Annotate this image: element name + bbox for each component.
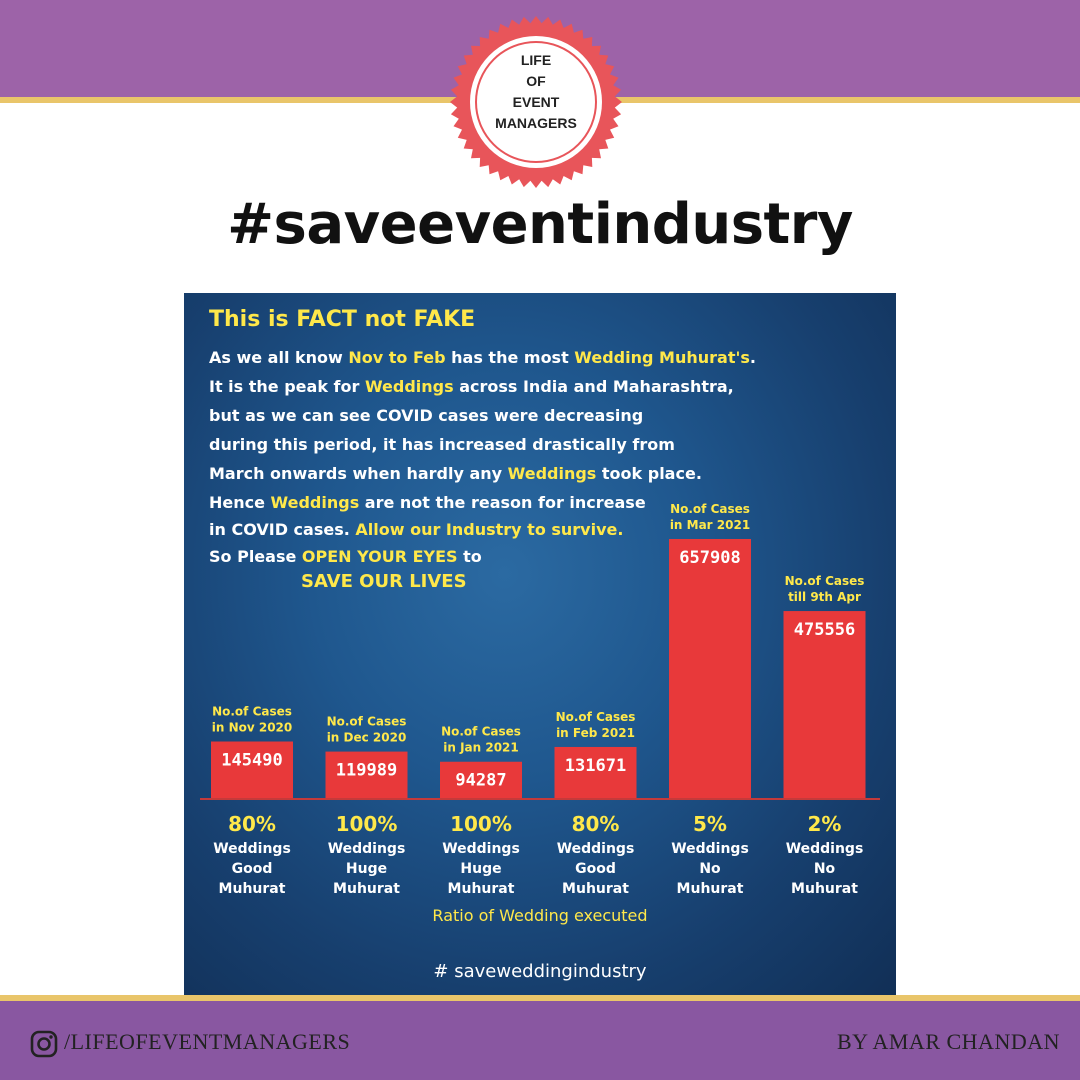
logo-line: LIFE bbox=[520, 52, 552, 68]
highlighted-text: Allow our Industry to survive. bbox=[355, 520, 624, 539]
wedding-ratio-label: 100% bbox=[450, 812, 512, 836]
poster-save-text: SAVE OUR LIVES bbox=[301, 571, 467, 592]
wedding-desc-label: Weddings bbox=[213, 841, 291, 857]
wedding-desc-label: Huge bbox=[346, 861, 387, 877]
body-text: March onwards when hardly any bbox=[209, 464, 508, 483]
bar-category-label: in Feb 2021 bbox=[556, 726, 635, 740]
logo-text: LIFE OF EVENT MANAGERS bbox=[488, 50, 584, 134]
logo-badge bbox=[450, 16, 622, 188]
body-text: are not the reason for increase bbox=[359, 493, 646, 512]
cases-bar-chart: 145490 No.of Cases in Nov 2020 80% Weddings G… bbox=[200, 502, 880, 925]
body-text: Hence bbox=[209, 493, 271, 512]
wedding-desc-label: Muhurat bbox=[448, 881, 515, 897]
wedding-desc-label: Huge bbox=[460, 861, 501, 877]
body-text: It is the peak for bbox=[209, 377, 365, 396]
paragraph-2-line: Hence Weddings are not the reason for in… bbox=[209, 489, 679, 516]
body-text: has the most bbox=[445, 348, 575, 367]
bar-category-label: No.of Cases bbox=[327, 715, 407, 729]
bar-category-label: No.of Cases bbox=[212, 705, 292, 719]
wedding-desc-label: No bbox=[814, 861, 836, 877]
poster-paragraph-2: Hence Weddings are not the reason for in… bbox=[209, 489, 679, 570]
bar bbox=[325, 751, 408, 799]
logo-seal-icon bbox=[450, 16, 622, 188]
wedding-desc-label: Muhurat bbox=[333, 881, 400, 897]
wedding-ratio-label: 80% bbox=[228, 812, 276, 836]
wedding-desc-label: Muhurat bbox=[677, 881, 744, 897]
poster-paragraph-1: As we all know Nov to Feb has the most W… bbox=[209, 343, 889, 488]
body-text: in COVID cases. bbox=[209, 520, 356, 539]
bar bbox=[211, 741, 293, 799]
bottom-banner bbox=[0, 1001, 1080, 1080]
body-text: but as we can see COVID cases were decre… bbox=[209, 406, 644, 425]
logo-line: EVENT bbox=[512, 94, 560, 110]
bar-category-label: in Nov 2020 bbox=[212, 721, 293, 735]
bar-value-label: 119989 bbox=[336, 761, 397, 781]
bar-category-label: No.of Cases bbox=[785, 574, 865, 588]
body-text: took place. bbox=[596, 464, 702, 483]
poster-heading: This is FACT not FAKE bbox=[209, 307, 476, 332]
instagram-handle[interactable]: /LIFEOFEVENTMANAGERS bbox=[64, 1029, 351, 1054]
bar-category-label: No.of Cases bbox=[670, 502, 750, 516]
body-text: to bbox=[457, 547, 482, 566]
bar-category-label: in Jan 2021 bbox=[443, 741, 519, 755]
bar-category-label: till 9th Apr bbox=[788, 590, 861, 604]
byline: BY AMAR CHANDAN bbox=[836, 1029, 1060, 1054]
bar bbox=[783, 611, 866, 799]
wedding-desc-label: Muhurat bbox=[791, 881, 858, 897]
highlighted-text: Weddings bbox=[270, 493, 360, 512]
infographic-poster: This is FACT not FAKE As we all know Nov… bbox=[184, 293, 896, 995]
wedding-desc-label: Weddings bbox=[557, 841, 635, 857]
highlighted-text: Nov to Feb bbox=[348, 348, 446, 367]
paragraph-2-line: in COVID cases. Allow our Industry to su… bbox=[209, 516, 679, 543]
logo-line: OF bbox=[526, 73, 546, 89]
body-text: across India and Maharashtra, bbox=[453, 377, 734, 396]
paragraph-1-line: but as we can see COVID cases were decre… bbox=[209, 401, 889, 430]
paragraph-1-line: It is the peak for Weddings across India… bbox=[209, 372, 889, 401]
wedding-ratio-label: 100% bbox=[336, 812, 398, 836]
bar-category-label: in Dec 2020 bbox=[327, 731, 407, 745]
wedding-desc-label: Good bbox=[232, 861, 273, 877]
paragraph-1-line: March onwards when hardly any Weddings t… bbox=[209, 459, 889, 488]
wedding-ratio-label: 5% bbox=[693, 812, 727, 836]
bar-value-label: 657908 bbox=[679, 548, 740, 568]
wedding-desc-label: Muhurat bbox=[219, 881, 286, 897]
poster-footer-hashtag: # saveweddingindustry bbox=[433, 961, 647, 982]
bar-value-label: 475556 bbox=[794, 620, 855, 640]
bar-value-label: 145490 bbox=[221, 751, 282, 771]
bar-category-label: in Mar 2021 bbox=[670, 518, 750, 532]
body-text: during this period, it has increased dra… bbox=[209, 435, 675, 454]
x-axis-label: Ratio of Wedding executed bbox=[432, 906, 647, 925]
bar-category-label: No.of Cases bbox=[441, 725, 521, 739]
highlighted-text: Wedding Muhurat's bbox=[574, 348, 750, 367]
bar-value-label: 131671 bbox=[565, 756, 626, 776]
bottom-gold-stripe bbox=[0, 995, 1080, 1001]
bar-category-label: No.of Cases bbox=[556, 710, 636, 724]
highlighted-text: Weddings bbox=[364, 377, 454, 396]
bar-value-label: 94287 bbox=[455, 771, 506, 791]
wedding-desc-label: Good bbox=[575, 861, 616, 877]
paragraph-2-line: So Please OPEN YOUR EYES to bbox=[209, 543, 679, 570]
highlighted-text: Weddings bbox=[507, 464, 597, 483]
bar bbox=[554, 746, 637, 799]
paragraph-1-line: As we all know Nov to Feb has the most W… bbox=[209, 343, 889, 372]
page-hashtag-title: #saveeventindustry bbox=[227, 192, 853, 257]
logo-line: MANAGERS bbox=[495, 115, 577, 131]
wedding-desc-label: Weddings bbox=[786, 841, 864, 857]
highlighted-text: OPEN YOUR EYES bbox=[301, 547, 458, 566]
wedding-ratio-label: 80% bbox=[572, 812, 620, 836]
instagram-icon bbox=[30, 1030, 58, 1058]
wedding-ratio-label: 2% bbox=[808, 812, 842, 836]
bar bbox=[440, 761, 522, 799]
body-text: So Please bbox=[209, 547, 302, 566]
wedding-desc-label: Muhurat bbox=[562, 881, 629, 897]
wedding-desc-label: No bbox=[699, 861, 721, 877]
wedding-desc-label: Weddings bbox=[671, 841, 749, 857]
wedding-desc-label: Weddings bbox=[442, 841, 520, 857]
bar bbox=[669, 539, 751, 799]
paragraph-1-line: during this period, it has increased dra… bbox=[209, 430, 889, 459]
body-text: . bbox=[749, 348, 756, 367]
wedding-desc-label: Weddings bbox=[328, 841, 406, 857]
body-text: As we all know bbox=[209, 348, 349, 367]
